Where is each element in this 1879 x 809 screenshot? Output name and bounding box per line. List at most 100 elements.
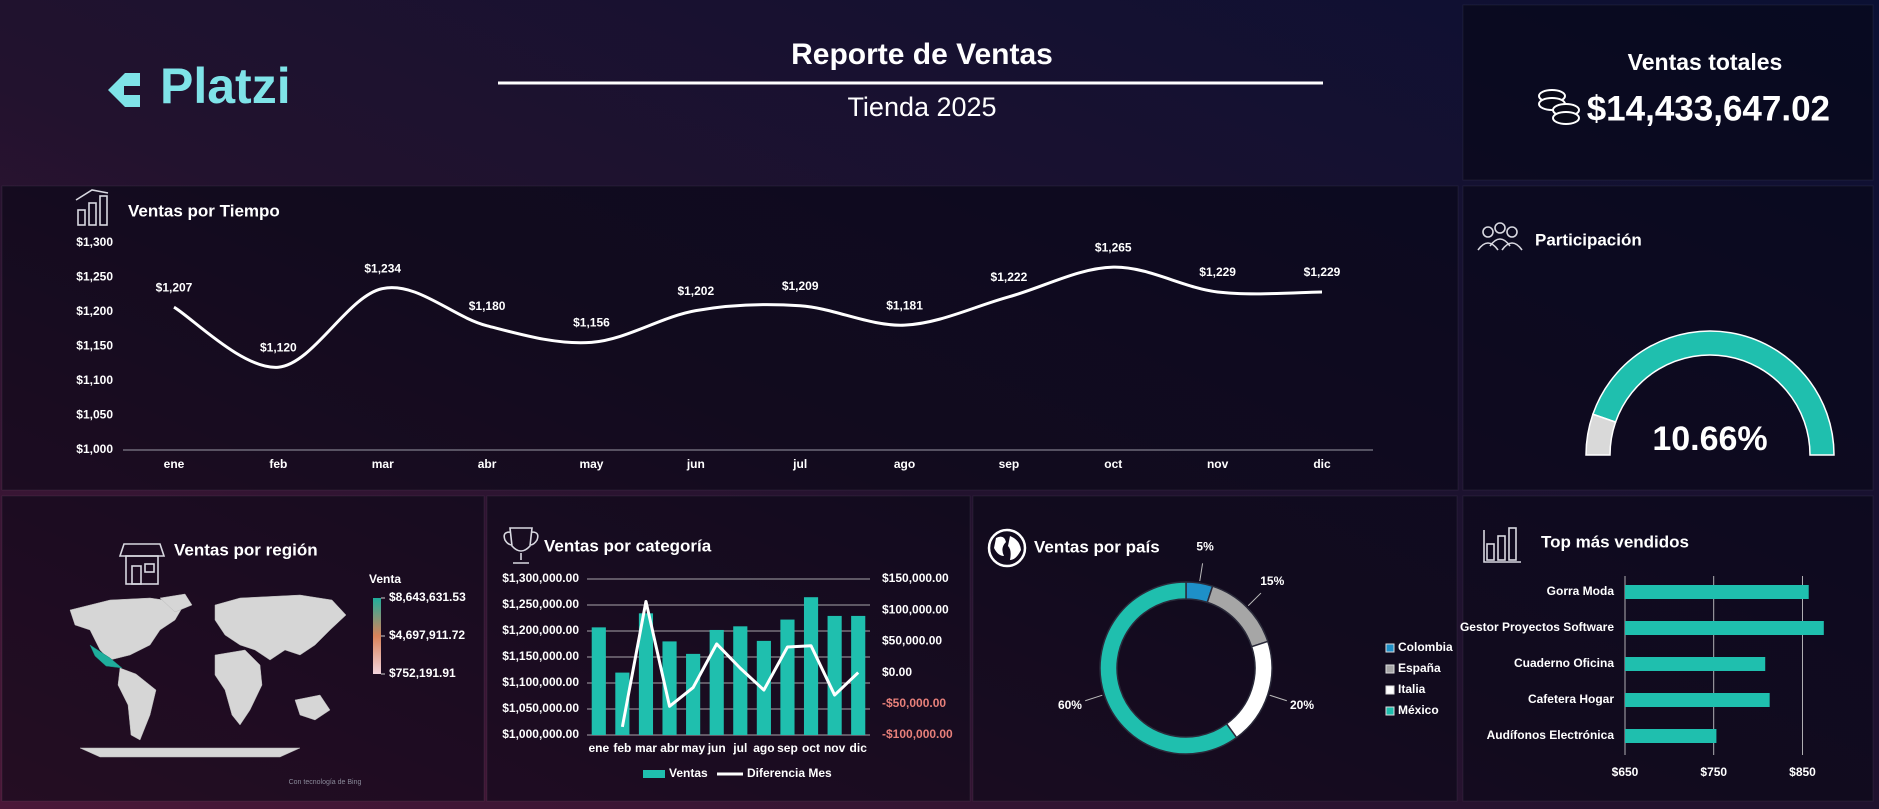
y-tick-label: $1,150,000.00 [502,649,579,663]
data-label: $1,207 [156,280,193,294]
legend-label: Italia [1398,682,1426,696]
bar [851,615,866,735]
x-tick-label: oct [1104,457,1122,471]
leader-line [1199,563,1204,582]
x-tick-label: abr [660,741,679,755]
x-tick-label: nov [1207,457,1229,471]
x-tick-label: feb [269,457,287,471]
bar [733,626,748,735]
data-label: $1,234 [364,262,401,276]
y-tick-label: $1,050 [76,408,113,422]
legend-label: Diferencia Mes [747,766,832,780]
line [173,265,1323,369]
y2-tick-label: $100,000.00 [882,602,949,616]
y-tick-label: $1,250,000.00 [502,597,579,611]
combo-title: Ventas por categoría [544,536,712,555]
bar [1625,585,1809,599]
bar [615,672,630,735]
x-tick-label: ene [588,741,609,755]
x-tick-label: may [579,457,603,471]
colorbar-label: $8,643,631.53 [389,590,466,604]
leader-line [1247,592,1262,607]
top-panel [1462,495,1874,802]
data-label: 60% [1058,698,1082,712]
x-tick-label: ago [753,741,774,755]
bar [1625,693,1770,707]
globe-icon [987,528,1027,568]
colorbar-label: $752,191.91 [389,666,456,680]
logo-mark [108,73,140,107]
y-tick-label: $1,000,000.00 [502,727,579,741]
donut-title: Ventas por país [1034,537,1160,556]
y-tick-label: $1,200,000.00 [502,623,579,637]
y2-tick-label: $0.00 [882,665,912,679]
data-label: $1,265 [1095,240,1132,254]
legend-swatch [1385,706,1395,716]
x-tick-label: ago [894,457,915,471]
line-panel [1,185,1459,491]
gauge-label: 10.66% [1652,420,1767,458]
data-label: 20% [1290,698,1314,712]
legend-label: España [1398,661,1441,675]
y-tick-label: $1,100 [76,373,113,387]
colorbar-label: $4,697,911.72 [389,628,465,642]
data-label: $1,202 [677,284,714,298]
data-label: $1,229 [1199,265,1236,279]
data-label: $1,180 [469,299,506,313]
chart-icon [75,189,109,226]
x-tick-label: abr [478,457,497,471]
kpi-label: Ventas totales [1628,49,1783,75]
legend-swatch [1385,664,1395,674]
bar [1625,729,1717,743]
bars-icon [1483,527,1521,563]
bar [638,613,654,735]
page-subtitle: Tienda 2025 [847,92,996,122]
legend-swatch [1385,643,1395,653]
x-tick-label: oct [802,741,820,755]
kpi-value: $14,433,647.02 [1587,89,1830,128]
colorbar [373,598,381,674]
donut-panel [972,495,1458,802]
store-icon [118,543,166,585]
page-title: Reporte de Ventas [791,38,1053,71]
y-tick-label: Gestor Proyectos Software [1460,620,1614,634]
bar [1625,621,1824,635]
y-tick-label: $1,250 [76,270,113,284]
x-tick-label: jul [732,741,747,755]
top-title: Top más vendidos [1541,532,1689,551]
world-map [69,593,347,758]
combo-panel [486,495,971,802]
data-label: $1,181 [886,298,923,312]
data-label: 15% [1260,574,1284,588]
x-tick-label: mar [635,741,657,755]
people-icon [1477,222,1523,251]
highlight-region [89,644,123,669]
x-tick-label: feb [613,741,631,755]
leader-line [1085,694,1103,702]
logo-text: Platzi [160,58,291,114]
x-tick-label: may [681,741,705,755]
gauge-track [1591,330,1835,456]
data-label: $1,120 [260,340,297,354]
x-tick-label: dic [850,741,868,755]
y-tick-label: $1,000 [76,442,113,456]
y-tick-label: Cafetera Hogar [1528,692,1614,706]
colorbar-title: Venta [369,572,401,586]
data-label: $1,229 [1304,265,1341,279]
bar [591,627,606,735]
bar [686,653,701,735]
x-tick-label: $750 [1700,765,1727,779]
legend-swatch [1385,685,1395,695]
map-footnote: Con tecnología de Bing [289,779,362,786]
logo: Platzi [108,58,291,114]
y2-tick-label: -$50,000.00 [882,696,946,710]
trophy-icon [503,527,539,564]
bar [827,615,842,735]
y2-tick-label: $50,000.00 [882,634,942,648]
legend-label: Colombia [1398,640,1453,654]
y2-tick-label: $150,000.00 [882,571,949,585]
kpi-panel [1462,4,1874,181]
gauge-title: Participación [1535,230,1642,249]
y2-tick-label: -$100,000.00 [882,727,953,741]
